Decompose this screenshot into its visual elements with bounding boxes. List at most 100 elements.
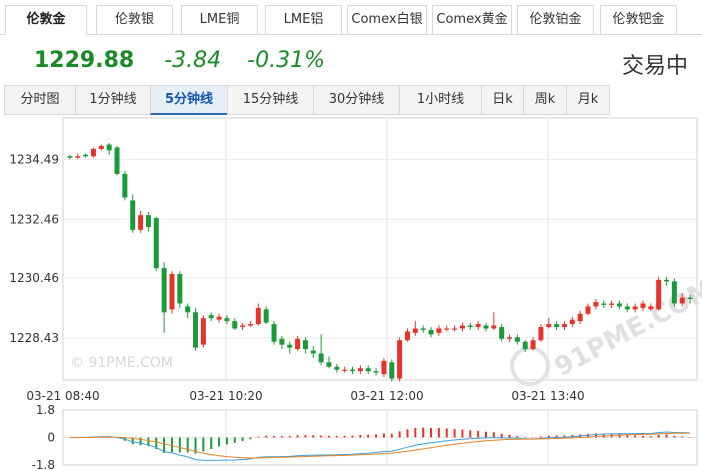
candle-body xyxy=(664,279,670,282)
candle-body xyxy=(546,324,552,328)
candle-body xyxy=(350,369,356,372)
candle-body xyxy=(342,369,348,371)
candle-body xyxy=(632,306,638,310)
candle-body xyxy=(452,328,458,330)
tab-weekly[interactable]: 周k xyxy=(523,85,567,115)
interval-tabs: 分时图 1分钟线 5分钟线 15分钟线 30分钟线 1小时线 日k 周k 月k xyxy=(4,85,697,115)
candle-body xyxy=(467,325,473,328)
indicator-tick-label: 0 xyxy=(47,431,55,445)
candle-body xyxy=(114,147,120,174)
tab-comex-silver[interactable]: Comex白银 xyxy=(347,5,427,35)
candle-body xyxy=(679,297,685,304)
trading-status: 交易中 xyxy=(621,54,688,79)
candle-body xyxy=(357,368,363,372)
candle-body xyxy=(334,366,340,370)
x-tick-label: 03-21 13:40 xyxy=(511,389,584,403)
instrument-tabs: 伦敦金 伦敦银 LME铜 LME铝 Comex白银 Comex黄金 伦敦铂金 伦… xyxy=(0,0,702,40)
tab-timeshare[interactable]: 分时图 xyxy=(4,85,76,115)
tab-1min[interactable]: 1分钟线 xyxy=(75,85,151,115)
candle-body xyxy=(98,145,104,149)
tab-london-silver[interactable]: 伦敦银 xyxy=(96,5,173,35)
candle-body xyxy=(247,324,253,326)
candle-body xyxy=(208,315,214,319)
tab-daily[interactable]: 日k xyxy=(481,85,524,115)
candle-body xyxy=(428,329,434,335)
candle-body xyxy=(483,325,489,329)
tab-comex-gold[interactable]: Comex黄金 xyxy=(432,5,512,35)
x-tick-label: 03-21 08:40 xyxy=(26,389,99,403)
candle-body xyxy=(538,327,544,341)
candle-body xyxy=(507,337,513,339)
candle-body xyxy=(616,303,622,307)
candle-body xyxy=(687,297,693,300)
tab-5min[interactable]: 5分钟线 xyxy=(150,85,228,115)
tab-london-platinum[interactable]: 伦敦铂金 xyxy=(517,5,594,35)
candle-body xyxy=(279,338,285,345)
candle-body xyxy=(444,328,450,330)
watermark: © 91PME.COM xyxy=(70,355,173,371)
candle-body xyxy=(310,350,316,354)
tab-london-palladium[interactable]: 伦敦钯金 xyxy=(600,5,677,35)
candle-body xyxy=(593,301,599,307)
candle-body xyxy=(185,306,191,313)
candle-body xyxy=(240,325,246,328)
candle-body xyxy=(577,313,583,322)
candle-body xyxy=(153,218,159,269)
candle-body xyxy=(514,337,520,342)
candle-body xyxy=(122,173,128,198)
price-change-percent: -0.31% xyxy=(247,48,325,73)
indicator-line-2 xyxy=(69,432,691,459)
x-tick-label: 03-21 10:20 xyxy=(189,389,262,403)
candle-body xyxy=(193,312,199,348)
tab-1hour[interactable]: 1小时线 xyxy=(399,85,482,115)
y-tick-label: 1230.46 xyxy=(9,271,59,285)
price-change: -3.84 xyxy=(164,48,222,73)
candle-body xyxy=(255,307,261,325)
candle-body xyxy=(381,360,387,375)
tab-london-gold[interactable]: 伦敦金 xyxy=(5,5,87,35)
candle-body xyxy=(624,306,630,310)
candle-body xyxy=(302,340,308,350)
plot-frame xyxy=(62,117,698,381)
tab-15min[interactable]: 15分钟线 xyxy=(227,85,314,115)
y-tick-label: 1234.49 xyxy=(9,153,59,167)
candle-body xyxy=(491,325,497,329)
candle-body xyxy=(530,340,536,350)
y-tick-label: 1232.46 xyxy=(9,212,59,226)
candle-body xyxy=(318,353,324,363)
candle-body xyxy=(67,156,73,158)
candle-body xyxy=(397,340,403,379)
candle-body xyxy=(138,215,144,230)
candle-body xyxy=(161,268,167,313)
candle-body xyxy=(83,154,89,157)
tab-30min[interactable]: 30分钟线 xyxy=(313,85,400,115)
last-price: 1229.88 xyxy=(34,48,135,73)
candle-body xyxy=(499,327,505,339)
candle-body xyxy=(459,325,465,329)
candle-body xyxy=(224,318,230,322)
candle-body xyxy=(522,341,528,350)
candlestick-series xyxy=(67,143,693,382)
candle-body xyxy=(648,306,654,310)
candle-body xyxy=(271,324,277,342)
indicator-tick-label: 1.8 xyxy=(36,403,55,417)
candle-body xyxy=(601,303,607,305)
candle-body xyxy=(554,324,560,328)
candle-body xyxy=(75,156,81,158)
indicator-line-1 xyxy=(69,431,691,461)
candle-body xyxy=(373,371,379,373)
candle-body xyxy=(404,331,410,341)
candle-body xyxy=(130,200,136,230)
tab-monthly[interactable]: 月k xyxy=(566,85,610,115)
tab-lme-aluminum[interactable]: LME铝 xyxy=(265,5,342,35)
candle-body xyxy=(671,281,677,304)
candle-body xyxy=(561,324,567,328)
candle-body xyxy=(569,319,575,325)
candle-body xyxy=(389,362,395,379)
candle-body xyxy=(609,303,615,305)
chart-grid xyxy=(62,117,698,466)
candle-body xyxy=(177,274,183,304)
candle-body xyxy=(169,274,175,310)
tab-lme-copper[interactable]: LME铜 xyxy=(181,5,258,35)
